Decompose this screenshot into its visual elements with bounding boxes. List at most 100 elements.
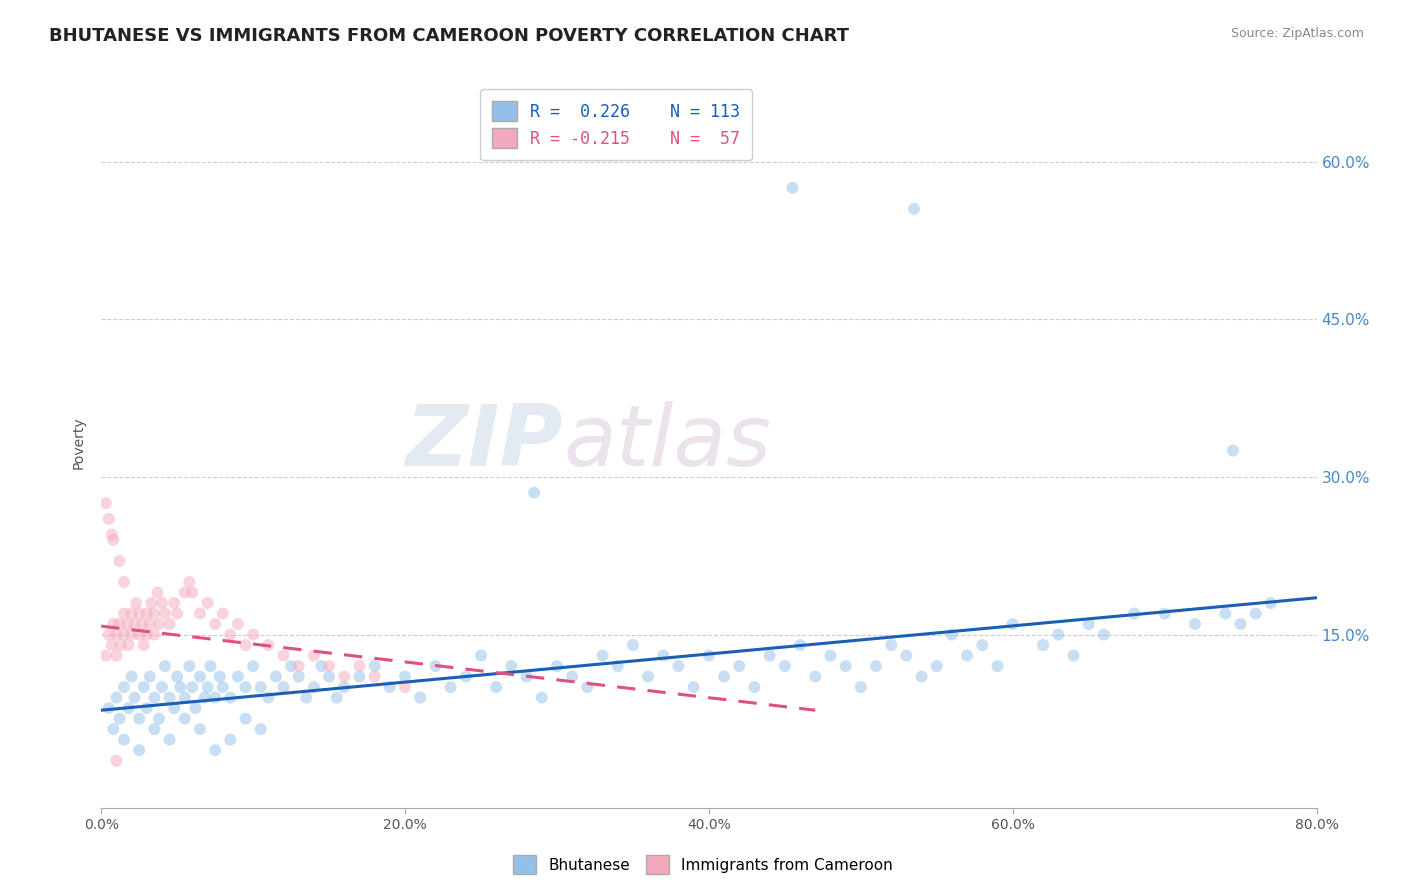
Point — [163, 701, 186, 715]
Point — [530, 690, 553, 705]
Point — [219, 627, 242, 641]
Point — [188, 722, 211, 736]
Point — [273, 648, 295, 663]
Point — [668, 659, 690, 673]
Point — [1244, 607, 1267, 621]
Point — [135, 627, 157, 641]
Point — [148, 712, 170, 726]
Point — [143, 690, 166, 705]
Point — [204, 690, 226, 705]
Point — [132, 680, 155, 694]
Point — [115, 617, 138, 632]
Legend: R =  0.226    N = 113, R = -0.215    N =  57: R = 0.226 N = 113, R = -0.215 N = 57 — [481, 89, 752, 160]
Point — [782, 181, 804, 195]
Point — [621, 638, 644, 652]
Point — [131, 617, 153, 632]
Point — [333, 670, 356, 684]
Point — [103, 722, 125, 736]
Point — [204, 617, 226, 632]
Point — [295, 690, 318, 705]
Point — [439, 680, 461, 694]
Point — [546, 659, 568, 673]
Point — [273, 680, 295, 694]
Point — [121, 607, 143, 621]
Point — [197, 680, 219, 694]
Point — [132, 638, 155, 652]
Point — [758, 648, 780, 663]
Point — [235, 638, 257, 652]
Text: atlas: atlas — [562, 401, 770, 484]
Point — [211, 680, 233, 694]
Point — [105, 648, 128, 663]
Point — [121, 627, 143, 641]
Point — [1260, 596, 1282, 610]
Point — [606, 659, 628, 673]
Point — [470, 648, 492, 663]
Point — [501, 659, 523, 673]
Point — [896, 648, 918, 663]
Point — [94, 648, 117, 663]
Point — [94, 496, 117, 510]
Point — [257, 638, 280, 652]
Point — [150, 596, 173, 610]
Point — [235, 680, 257, 694]
Point — [181, 585, 204, 599]
Point — [179, 659, 201, 673]
Point — [834, 659, 856, 673]
Point — [972, 638, 994, 652]
Point — [148, 617, 170, 632]
Point — [97, 512, 120, 526]
Text: Source: ZipAtlas.com: Source: ZipAtlas.com — [1230, 27, 1364, 40]
Point — [1123, 607, 1146, 621]
Point — [150, 680, 173, 694]
Point — [325, 690, 347, 705]
Point — [287, 659, 309, 673]
Point — [1032, 638, 1054, 652]
Point — [139, 670, 162, 684]
Point — [169, 680, 191, 694]
Point — [1063, 648, 1085, 663]
Point — [363, 659, 385, 673]
Point — [163, 596, 186, 610]
Point — [235, 712, 257, 726]
Point — [105, 754, 128, 768]
Point — [1001, 617, 1024, 632]
Point — [880, 638, 903, 652]
Point — [184, 701, 207, 715]
Point — [197, 596, 219, 610]
Point — [1077, 617, 1099, 632]
Point — [1215, 607, 1237, 621]
Point — [97, 627, 120, 641]
Point — [124, 690, 146, 705]
Point — [108, 554, 131, 568]
Point — [249, 680, 271, 694]
Point — [652, 648, 675, 663]
Point — [173, 585, 195, 599]
Point — [257, 690, 280, 705]
Point — [112, 680, 135, 694]
Point — [728, 659, 751, 673]
Point — [97, 701, 120, 715]
Point — [128, 627, 150, 641]
Point — [1222, 443, 1244, 458]
Legend: Bhutanese, Immigrants from Cameroon: Bhutanese, Immigrants from Cameroon — [508, 849, 898, 880]
Point — [188, 607, 211, 621]
Point — [101, 527, 124, 541]
Point — [125, 596, 148, 610]
Point — [637, 670, 659, 684]
Point — [103, 533, 125, 547]
Point — [204, 743, 226, 757]
Point — [378, 680, 401, 694]
Point — [143, 607, 166, 621]
Point — [986, 659, 1008, 673]
Point — [112, 732, 135, 747]
Point — [956, 648, 979, 663]
Point — [166, 607, 188, 621]
Text: BHUTANESE VS IMMIGRANTS FROM CAMEROON POVERTY CORRELATION CHART: BHUTANESE VS IMMIGRANTS FROM CAMEROON PO… — [49, 27, 849, 45]
Point — [561, 670, 583, 684]
Point — [121, 670, 143, 684]
Point — [101, 638, 124, 652]
Point — [173, 690, 195, 705]
Point — [153, 659, 176, 673]
Point — [409, 690, 432, 705]
